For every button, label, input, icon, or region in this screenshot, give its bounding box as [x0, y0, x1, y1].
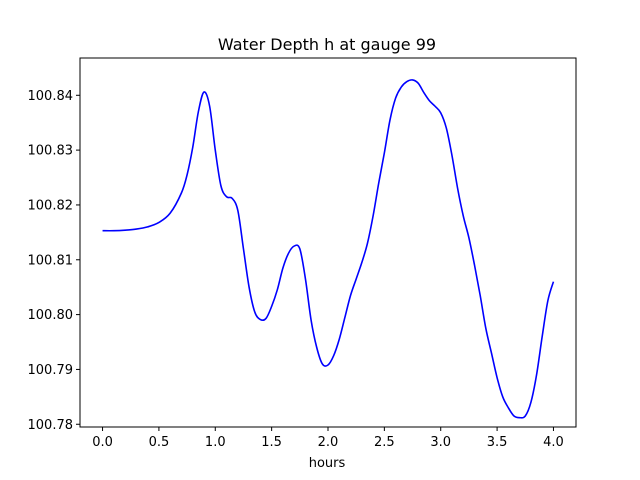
y-tick-label: 100.84: [28, 89, 74, 104]
x-tick-label: 4.0: [543, 435, 564, 450]
y-tick-label: 100.82: [28, 198, 74, 213]
x-tick-label: 1.5: [261, 435, 282, 450]
x-axis-ticks: 0.0 0.5 1.0 1.5 2.0 2.5 3.0 3.5 4.0: [92, 427, 564, 450]
x-tick-label: 2.5: [374, 435, 395, 450]
y-tick-label: 100.79: [28, 363, 74, 378]
plot-area-frame: [79, 57, 577, 428]
y-tick-label: 100.83: [28, 144, 74, 159]
x-axis-title: hours: [309, 456, 346, 471]
y-tick-label: 100.80: [28, 308, 74, 323]
chart-title: Water Depth h at gauge 99: [218, 35, 436, 54]
y-axis-ticks: 100.78 100.79 100.80 100.81 100.82 100.83 100.…: [28, 89, 80, 433]
x-tick-label: 3.5: [487, 435, 508, 450]
x-tick-label: 0.0: [92, 435, 113, 450]
x-tick-label: 1.0: [205, 435, 226, 450]
x-tick-label: 2.0: [318, 435, 339, 450]
x-tick-label: 0.5: [149, 435, 170, 450]
series-line-0: [102, 79, 555, 419]
y-tick-label: 100.78: [28, 418, 74, 433]
x-tick-label: 3.0: [430, 435, 451, 450]
y-tick-label: 100.81: [28, 253, 74, 268]
series-group: [102, 79, 555, 419]
